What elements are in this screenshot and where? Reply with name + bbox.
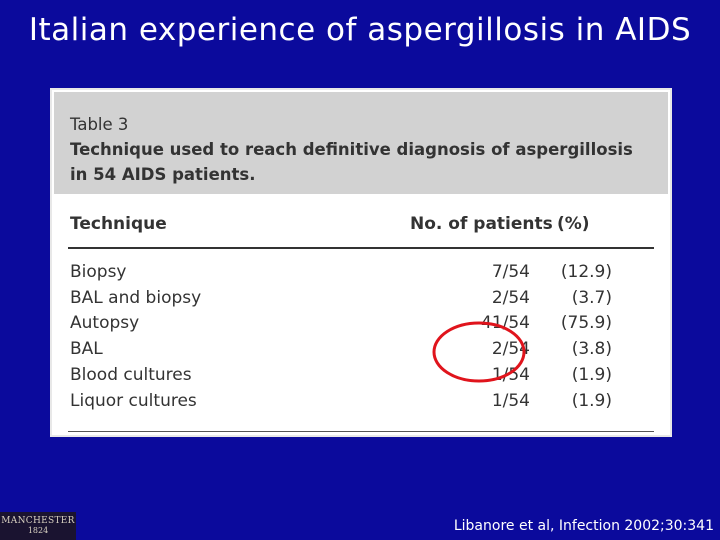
- header-rule: [68, 247, 654, 249]
- percent-cell: (1.9): [571, 390, 612, 411]
- technique-cell: Liquor cultures: [70, 390, 197, 411]
- table-label: Table 3: [70, 115, 129, 134]
- bottom-rule: [68, 431, 654, 432]
- percent-cell: (1.9): [571, 364, 612, 385]
- technique-cell: Blood cultures: [70, 364, 192, 385]
- slide-title: Italian experience of aspergillosis in A…: [28, 12, 692, 48]
- technique-cell: Biopsy: [70, 262, 127, 282]
- percent-cell: (3.8): [571, 339, 612, 360]
- technique-cell: Autopsy: [70, 313, 140, 334]
- column-header: No. of patients: [410, 214, 553, 234]
- technique-cell: BAL: [70, 339, 103, 360]
- count-cell: 1/54: [491, 364, 530, 385]
- column-header: Technique: [70, 214, 167, 234]
- percent-cell: (3.7): [571, 287, 612, 308]
- table-caption: Table 3 Technique used to reach definiti…: [54, 92, 668, 194]
- count-cell: 1/54: [491, 390, 530, 411]
- count-cell: 2/54: [491, 287, 530, 308]
- count-cell: 7/54: [491, 262, 530, 282]
- caption-text: Technique used to reach definitive diagn…: [70, 140, 633, 184]
- count-cell: 2/54: [491, 339, 530, 360]
- percent-cell: (75.9): [560, 313, 612, 334]
- logo-year: 1824: [27, 526, 49, 535]
- citation: Libanore et al, Infection 2002;30:341: [453, 518, 714, 534]
- count-cell: 41/54: [481, 313, 530, 334]
- table-image: Table 3 Technique used to reach definiti…: [50, 88, 672, 437]
- column-header: (%): [557, 214, 590, 234]
- percent-cell: (12.9): [560, 262, 612, 282]
- logo-name: MANCHESTER: [1, 516, 75, 526]
- logo: MANCHESTER 1824: [0, 512, 76, 540]
- technique-cell: BAL and biopsy: [70, 287, 202, 308]
